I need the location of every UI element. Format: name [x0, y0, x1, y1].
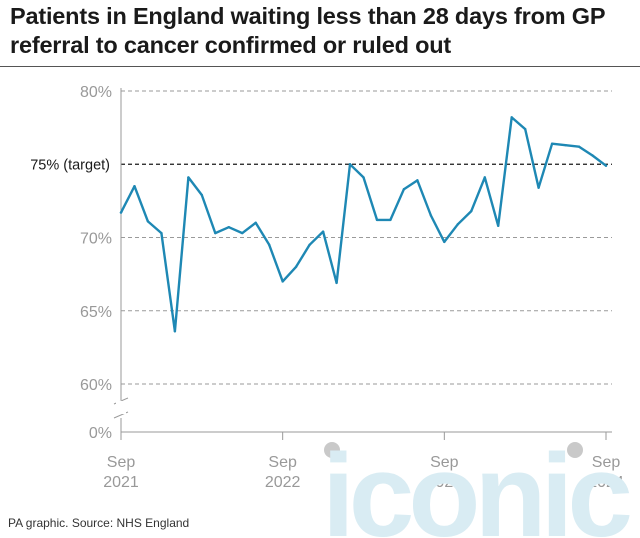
- data-point: [214, 231, 217, 235]
- y-tick-label: 0%: [89, 425, 112, 442]
- data-point: [294, 265, 298, 268]
- x-tick-label-year: 2023: [427, 474, 463, 491]
- axis-break-gap: [116, 401, 126, 414]
- data-point: [389, 218, 392, 222]
- series-line: [119, 116, 608, 333]
- y-tick-label: 80%: [80, 84, 112, 101]
- series-line-layer: [119, 116, 608, 333]
- data-point: [119, 211, 123, 214]
- data-point: [429, 214, 433, 217]
- data-point: [187, 176, 190, 179]
- source-note: PA graphic. Source: NHS England: [8, 516, 190, 530]
- data-point: [362, 176, 365, 179]
- data-point: [577, 145, 581, 148]
- x-tick-label-year: 2021: [103, 474, 139, 491]
- data-point: [133, 185, 136, 188]
- x-tick-label-year: 2024: [588, 474, 624, 491]
- data-point: [550, 142, 554, 145]
- x-tick-label-month: Sep: [592, 454, 621, 471]
- y-tick-label: 70%: [80, 231, 112, 248]
- tick-labels: 80% 70% 65% 60% 0% 75% (target) Sep 2021 Sep 2022…: [30, 84, 624, 491]
- chart-title: Patients in England waiting less than 28…: [10, 3, 605, 58]
- data-point: [335, 281, 338, 285]
- data-point: [146, 220, 150, 223]
- data-point: [470, 209, 473, 213]
- data-point: [200, 193, 204, 197]
- data-point: [348, 163, 352, 166]
- data-point: [604, 164, 608, 167]
- x-tick-label-month: Sep: [107, 454, 136, 471]
- data-point: [456, 223, 460, 226]
- data-point: [483, 176, 486, 179]
- data-point: [510, 116, 513, 119]
- data-point: [402, 187, 406, 191]
- y-tick-label: 60%: [80, 377, 112, 394]
- title-divider: [0, 66, 640, 67]
- data-point: [321, 230, 325, 233]
- target-label: 75% (target): [30, 157, 110, 173]
- data-point: [281, 280, 284, 283]
- y-tick-label: 65%: [80, 304, 112, 321]
- data-point: [497, 224, 500, 227]
- data-point: [267, 243, 271, 247]
- data-point: [523, 127, 527, 131]
- grid-lines: [121, 90, 612, 385]
- data-point: [591, 154, 594, 157]
- x-tick-label-month: Sep: [430, 454, 459, 471]
- data-point: [375, 218, 379, 222]
- data-point: [443, 240, 446, 244]
- axes: [113, 88, 612, 440]
- data-point: [173, 330, 177, 333]
- data-point: [416, 179, 419, 182]
- x-tick-label-year: 2022: [265, 474, 301, 491]
- data-point: [308, 243, 311, 247]
- data-point: [537, 186, 540, 189]
- data-point: [254, 221, 257, 225]
- data-point: [227, 226, 230, 229]
- data-point: [160, 231, 163, 235]
- data-point: [241, 231, 244, 235]
- data-point: [564, 144, 567, 147]
- x-tick-label-month: Sep: [268, 454, 297, 471]
